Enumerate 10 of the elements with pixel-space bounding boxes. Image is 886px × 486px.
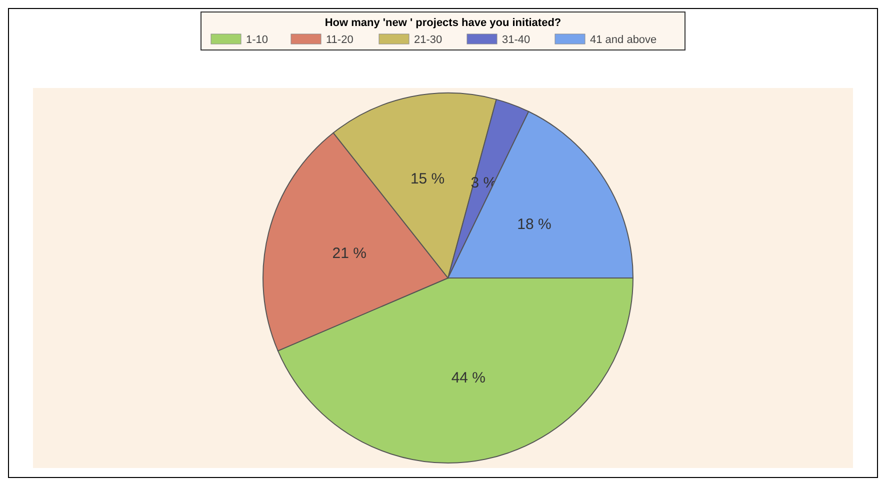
data-label: 15 %: [410, 170, 445, 188]
legend-label: 21-30: [414, 34, 442, 46]
data-label: 44 %: [451, 370, 486, 387]
data-label: 18 %: [517, 216, 552, 233]
data-label: 21 %: [332, 244, 366, 262]
legend-label: 41 and above: [590, 34, 657, 46]
legend-label: 31-40: [502, 34, 530, 46]
legend-title: How many 'new ' projects have you initiated?: [324, 17, 562, 29]
legend-label: 11-20: [326, 34, 354, 46]
legend-label: 1-10: [246, 34, 268, 46]
